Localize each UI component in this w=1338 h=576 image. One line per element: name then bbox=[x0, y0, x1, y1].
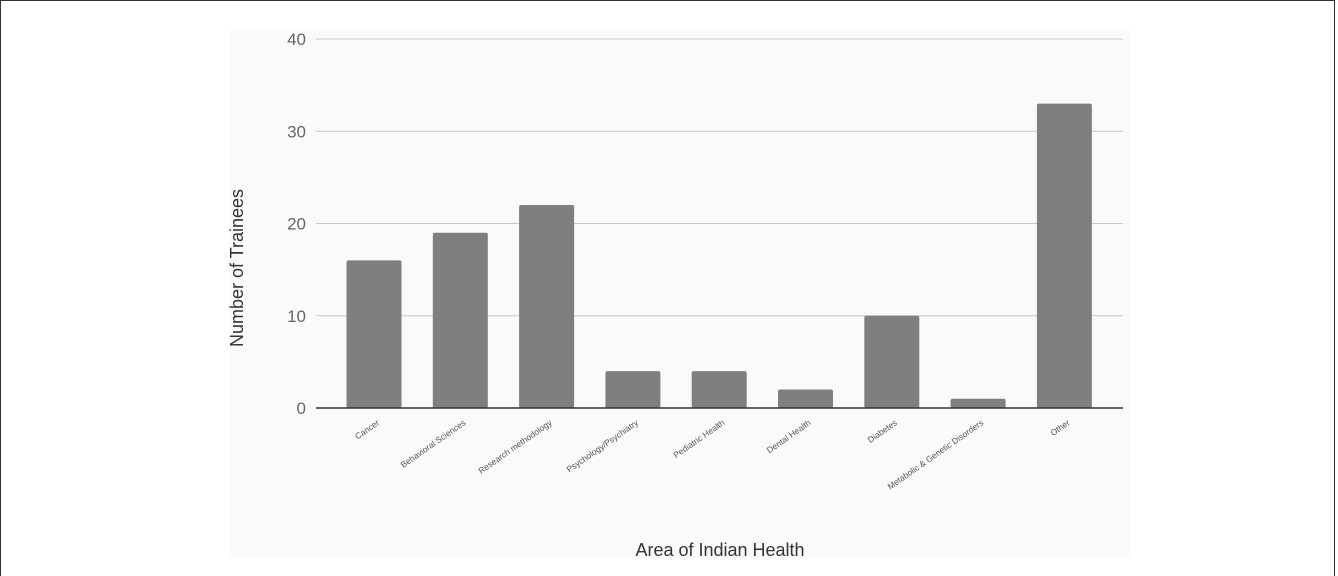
x-tick-label: Behavioral Sciences bbox=[399, 417, 468, 469]
bar bbox=[519, 205, 574, 408]
x-tick-label: Other bbox=[1048, 417, 1071, 437]
x-tick-label: Cancer bbox=[353, 417, 381, 441]
x-tick-label: Research methodology bbox=[476, 417, 554, 476]
bar bbox=[605, 371, 660, 408]
bar bbox=[347, 260, 402, 408]
x-tick-labels: Cancer Behavioral Sciences Research method… bbox=[353, 417, 1072, 491]
bar bbox=[433, 233, 488, 408]
y-tick-label: 0 bbox=[297, 399, 306, 418]
x-tick-label: Dental Health bbox=[765, 417, 813, 455]
y-tick-labels: 0 10 20 30 40 bbox=[287, 30, 306, 418]
bar bbox=[1037, 104, 1092, 408]
bar bbox=[778, 390, 833, 408]
x-tick-label: Psychology/Psychiatry bbox=[565, 417, 641, 474]
x-tick-label: Diabetes bbox=[866, 417, 899, 444]
y-tick-label: 30 bbox=[287, 122, 306, 141]
bars bbox=[347, 104, 1092, 408]
y-tick-label: 40 bbox=[287, 30, 306, 49]
x-axis-title: Area of Indian Health bbox=[635, 540, 804, 560]
x-tick-label: Pediatric Health bbox=[671, 417, 726, 460]
y-tick-label: 10 bbox=[287, 307, 306, 326]
bar bbox=[864, 316, 919, 408]
y-axis-title: Number of Trainees bbox=[227, 189, 247, 347]
bar bbox=[692, 371, 747, 408]
y-tick-label: 20 bbox=[287, 215, 306, 234]
bar bbox=[951, 399, 1006, 408]
x-tick-label: Metabolic & Genetic Disorders bbox=[885, 417, 985, 491]
